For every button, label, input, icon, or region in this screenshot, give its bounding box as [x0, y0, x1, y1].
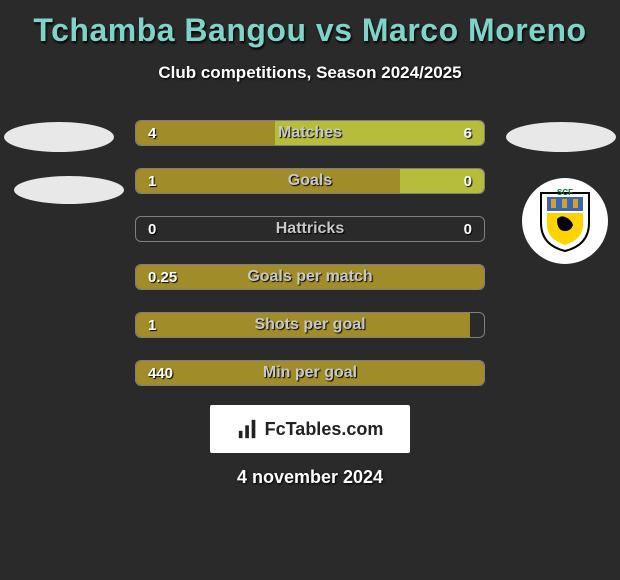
bar-wrap: Goals [135, 168, 485, 194]
bar-wrap: Matches [135, 120, 485, 146]
value-left: 1 [148, 317, 156, 334]
bar-wrap: Shots per goal [135, 312, 485, 338]
comparison-infographic: Tchamba Bangou vs Marco Moreno Club comp… [0, 0, 620, 580]
bar-right [275, 121, 484, 145]
value-left: 1 [148, 173, 156, 190]
chart-area: Matches46Goals10Hattricks00Goals per mat… [0, 109, 620, 397]
bar-label: Hattricks [136, 217, 484, 241]
value-left: 4 [148, 125, 156, 142]
bar-left [136, 361, 484, 385]
stat-row: Shots per goal1 [0, 301, 620, 349]
value-left: 440 [148, 365, 173, 382]
value-left: 0 [148, 221, 156, 238]
bar-left [136, 313, 470, 337]
chart-bars-icon [237, 418, 259, 440]
bar-left [136, 169, 400, 193]
stat-row: Goals1 0 [0, 157, 620, 205]
stat-row: Hattricks0 0 [0, 205, 620, 253]
page-title: Tchamba Bangou vs Marco Moreno [0, 0, 620, 49]
bar-wrap: Goals per match [135, 264, 485, 290]
value-right: 0 [464, 173, 472, 190]
bar-wrap: Min per goal [135, 360, 485, 386]
subtitle: Club competitions, Season 2024/2025 [0, 63, 620, 83]
watermark-text: FcTables.com [265, 419, 384, 440]
date: 4 november 2024 [0, 467, 620, 488]
stat-row: Goals per match0.25 [0, 253, 620, 301]
stat-row: Min per goal440 [0, 349, 620, 397]
bar-wrap: Hattricks [135, 216, 485, 242]
value-right: 0 [464, 221, 472, 238]
bar-left [136, 121, 275, 145]
stat-row: Matches4 6 [0, 109, 620, 157]
watermark: FcTables.com [210, 405, 410, 453]
value-right: 6 [464, 125, 472, 142]
bar-left [136, 265, 484, 289]
value-left: 0.25 [148, 269, 177, 286]
